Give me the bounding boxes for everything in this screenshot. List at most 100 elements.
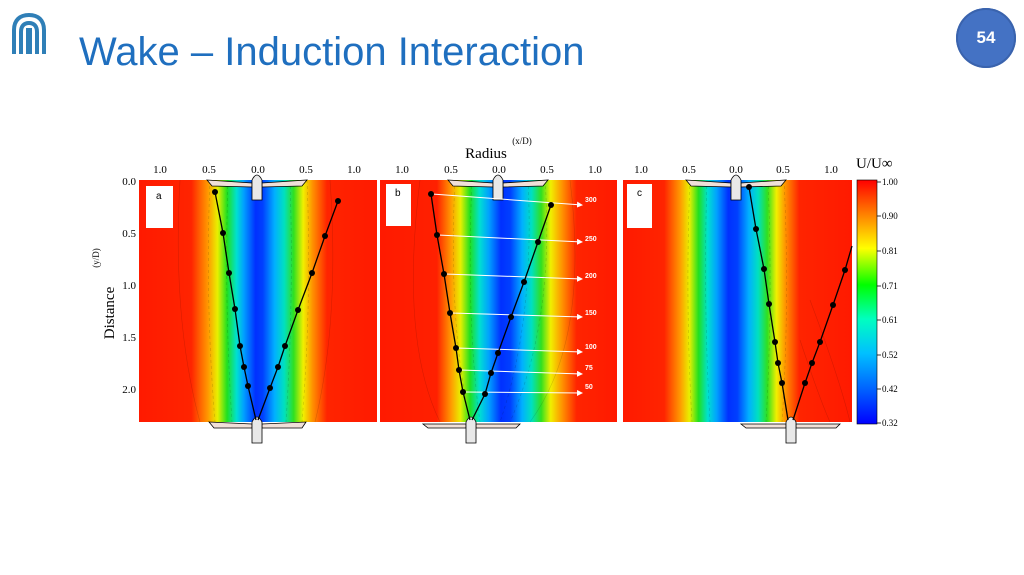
page-number-badge: 54	[956, 8, 1016, 68]
trajectory-point	[488, 370, 494, 376]
panel-label-box-c	[627, 184, 652, 228]
colorbar-tick: 0.61	[882, 315, 898, 325]
panel-b: b 300 250 200 150 100 75 50	[380, 174, 617, 444]
top-ticks-c: 1.0 0.5 0.0 0.5 1.0	[634, 164, 838, 176]
panel-label-a: a	[156, 191, 162, 202]
left-tick: 1.0	[122, 280, 136, 292]
trajectory-point	[817, 339, 823, 345]
colorbar-tick: 0.42	[882, 384, 898, 394]
colorbar: U/U∞ 1.00 0.90 0.81 0.71 0.61 0.52 0.42 …	[856, 156, 898, 428]
trajectory-point	[775, 360, 781, 366]
speed-arrow	[437, 234, 583, 245]
top-tick: 0.0	[251, 164, 265, 176]
left-axis-label: Distance	[102, 286, 118, 339]
trajectory-point	[548, 202, 554, 208]
top-axis-unit: (x/D)	[512, 136, 532, 146]
trajectory-point	[226, 270, 232, 276]
turbine-top-a	[206, 174, 308, 201]
trajectory-point	[212, 189, 218, 195]
speed-label: 300	[585, 197, 597, 204]
top-tick: 0.5	[682, 164, 696, 176]
trajectory-point	[232, 306, 238, 312]
speed-label: 50	[585, 384, 593, 391]
trajectory-point	[237, 343, 243, 349]
trajectory-point	[460, 389, 466, 395]
top-tick: 1.0	[588, 164, 602, 176]
trajectory-point	[802, 380, 808, 386]
colorbar-title: U/U∞	[856, 156, 893, 172]
trajectory-point	[809, 360, 815, 366]
top-tick: 1.0	[634, 164, 648, 176]
panel-c: c	[623, 174, 853, 444]
colorbar-tick: 0.52	[882, 350, 898, 360]
trajectory-point	[761, 266, 767, 272]
speed-label: 200	[585, 273, 597, 280]
trajectory-point	[241, 364, 247, 370]
trajectory-point	[482, 391, 488, 397]
trajectory-point	[275, 364, 281, 370]
colorbar-tick: 0.71	[882, 281, 898, 291]
speed-label: 100	[585, 344, 597, 351]
panel-label-box-a	[146, 186, 173, 228]
speed-arrow	[444, 273, 583, 282]
university-logo-icon	[12, 12, 46, 54]
turbine-top-c	[685, 174, 787, 201]
top-ticks-b: 1.0 0.5 0.0 0.5 1.0	[395, 164, 602, 176]
left-ticks: 0.0 0.5 1.0 1.5 2.0	[122, 176, 136, 396]
trajectory-point	[453, 345, 459, 351]
top-tick: 1.0	[824, 164, 838, 176]
trajectory-point	[428, 191, 434, 197]
trajectory-point	[746, 184, 752, 190]
trajectory-point	[779, 380, 785, 386]
colorbar-tick: 0.81	[882, 246, 898, 256]
top-ticks-a: 1.0 0.5 0.0 0.5 1.0	[153, 164, 361, 176]
trajectory-point	[830, 302, 836, 308]
trajectory-point	[295, 307, 301, 313]
colorbar-tick: 1.00	[882, 177, 898, 187]
panel-label-c: c	[637, 188, 642, 199]
top-tick: 1.0	[153, 164, 167, 176]
colorbar-tick: 0.32	[882, 418, 898, 428]
top-tick: 0.5	[776, 164, 790, 176]
speed-arrow	[455, 347, 583, 355]
trajectory-point	[434, 232, 440, 238]
trajectory-point	[495, 350, 501, 356]
trajectory-point	[447, 310, 453, 316]
trajectory-point	[322, 233, 328, 239]
top-tick: 0.5	[202, 164, 216, 176]
trajectory-point	[267, 385, 273, 391]
turbine-bottom-b	[421, 416, 521, 444]
trajectory-left-b	[430, 193, 471, 421]
speed-arrow	[459, 369, 583, 377]
trajectory-point	[521, 279, 527, 285]
top-tick: 0.5	[540, 164, 554, 176]
top-tick: 1.0	[347, 164, 361, 176]
top-tick: 0.0	[729, 164, 743, 176]
top-tick: 0.5	[444, 164, 458, 176]
trajectory-left-c	[748, 186, 789, 421]
panel-label-b: b	[395, 188, 401, 199]
left-tick: 2.0	[122, 384, 136, 396]
trajectory-point	[535, 239, 541, 245]
turbine-bottom-c	[739, 416, 841, 444]
trajectory-point	[335, 198, 341, 204]
trajectory-point	[508, 314, 514, 320]
top-tick: 0.5	[299, 164, 313, 176]
trajectory-point	[766, 301, 772, 307]
trajectory-point	[456, 367, 462, 373]
slide-title: Wake – Induction Interaction	[79, 30, 585, 74]
speed-label: 150	[585, 310, 597, 317]
speed-label: 75	[585, 365, 593, 372]
trajectory-point	[309, 270, 315, 276]
left-tick: 0.0	[122, 176, 136, 188]
top-tick: 0.0	[492, 164, 506, 176]
trajectory-left-a	[214, 191, 257, 421]
trajectory-point	[282, 343, 288, 349]
speed-arrow	[431, 193, 583, 208]
trajectory-point	[842, 267, 848, 273]
top-axis-label: Radius	[465, 146, 507, 162]
turbine-bottom-a	[208, 416, 307, 444]
trajectory-point	[753, 226, 759, 232]
left-tick: 0.5	[122, 228, 136, 240]
